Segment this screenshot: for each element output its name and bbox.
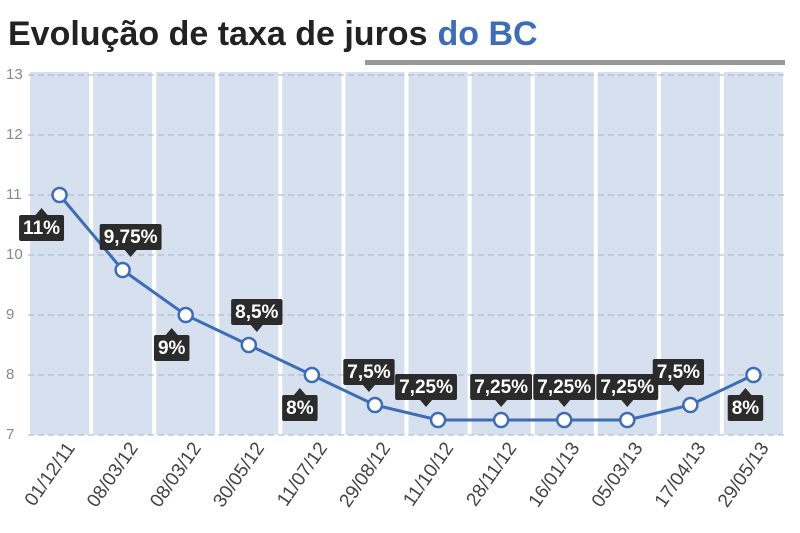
value-label-text: 7,25% — [474, 377, 528, 398]
value-label-pointer — [672, 385, 685, 392]
value-label-pointer — [165, 328, 178, 335]
x-tick-label: 16/01/13 — [525, 439, 585, 512]
value-label: 11% — [19, 208, 65, 241]
title-text: Evolução de taxa de juros — [8, 15, 427, 53]
point — [682, 396, 699, 414]
value-label-pointer — [420, 400, 433, 407]
point — [619, 411, 636, 429]
value-label-text: 8,5% — [235, 302, 278, 323]
value-label-text: 8% — [732, 398, 760, 419]
x-tick-label: 28/11/12 — [463, 439, 522, 510]
point — [177, 306, 194, 324]
value-label-pointer — [362, 385, 375, 392]
value-label-pointer — [293, 388, 306, 395]
value-label: 8% — [282, 388, 318, 421]
value-label-box — [19, 215, 65, 241]
y-tick-label: 12 — [6, 126, 23, 143]
value-label-box — [596, 374, 659, 400]
point — [114, 261, 131, 279]
x-tick-label: 05/03/13 — [588, 439, 648, 512]
value-label: 7,5% — [652, 359, 705, 392]
x-tick-label: 11/07/12 — [273, 439, 332, 510]
value-label-pointer — [495, 400, 508, 407]
y-tick-label: 8 — [6, 366, 14, 383]
column-band — [30, 72, 90, 435]
point — [492, 411, 510, 429]
x-tick-label: 30/05/12 — [209, 439, 269, 512]
value-label-pointer — [558, 400, 571, 407]
point — [51, 186, 68, 204]
value-label: 7,25% — [533, 374, 596, 407]
point — [745, 366, 762, 384]
x-tick-label: 29/08/12 — [336, 439, 396, 512]
y-tick-label: 7 — [6, 426, 14, 443]
y-tick-label: 10 — [6, 246, 23, 263]
value-label-pointer — [124, 250, 137, 257]
value-label-pointer — [739, 388, 752, 395]
value-label-text: 7,25% — [600, 377, 654, 398]
value-label: 9,75% — [99, 224, 162, 257]
value-label-text: 7,25% — [399, 377, 453, 398]
value-label: 8% — [727, 388, 764, 421]
point — [303, 366, 321, 384]
value-label: 8,5% — [231, 299, 283, 332]
value-label-text: 11% — [23, 218, 60, 239]
value-label-text: 8% — [286, 398, 314, 419]
value-label-text: 7,25% — [537, 377, 591, 398]
y-tick-label: 9 — [6, 306, 14, 323]
title-highlight: do BC — [437, 15, 537, 53]
x-tick-label: 11/10/12 — [399, 439, 458, 510]
value-label: 7,5% — [343, 359, 395, 392]
column-band — [93, 72, 153, 435]
x-tick-label: 29/05/13 — [714, 439, 774, 512]
x-tick-label: 01/12/11 — [21, 439, 80, 510]
value-label-box — [153, 335, 190, 361]
value-label: 9% — [153, 328, 190, 361]
line — [58, 194, 755, 422]
x-tick-label: 08/03/12 — [83, 439, 143, 512]
x-tick-label: 08/03/12 — [146, 439, 206, 512]
chart-title: Evolução de taxa de juros do BC — [8, 15, 538, 53]
value-label-pointer — [250, 325, 263, 332]
point — [555, 411, 573, 429]
value-label-box — [282, 395, 318, 421]
point — [240, 336, 258, 354]
value-label-box — [727, 395, 764, 421]
value-label: 7,25% — [470, 374, 533, 407]
value-label-box — [533, 374, 596, 400]
value-label: 7,25% — [395, 374, 457, 407]
value-label-box — [99, 224, 162, 250]
value-label-text: 9,75% — [104, 227, 158, 248]
value-label: 7,25% — [596, 374, 659, 407]
value-label-text: 9% — [158, 338, 186, 359]
x-tick-label: 17/04/13 — [651, 439, 711, 512]
value-label-text: 7,5% — [657, 362, 700, 383]
value-label-text: 7,5% — [347, 362, 390, 383]
column-band — [219, 72, 279, 435]
column-band — [156, 72, 216, 435]
y-tick-label: 11 — [6, 186, 22, 203]
y-tick-label: 13 — [6, 66, 23, 83]
value-label-pointer — [621, 400, 634, 407]
point — [366, 396, 384, 414]
value-label-box — [343, 359, 395, 385]
value-label-box — [470, 374, 533, 400]
title-rule — [365, 60, 785, 65]
value-label-box — [652, 359, 705, 385]
value-label-pointer — [35, 208, 48, 215]
value-label-box — [395, 374, 457, 400]
point — [429, 411, 447, 429]
value-label-box — [231, 299, 283, 325]
